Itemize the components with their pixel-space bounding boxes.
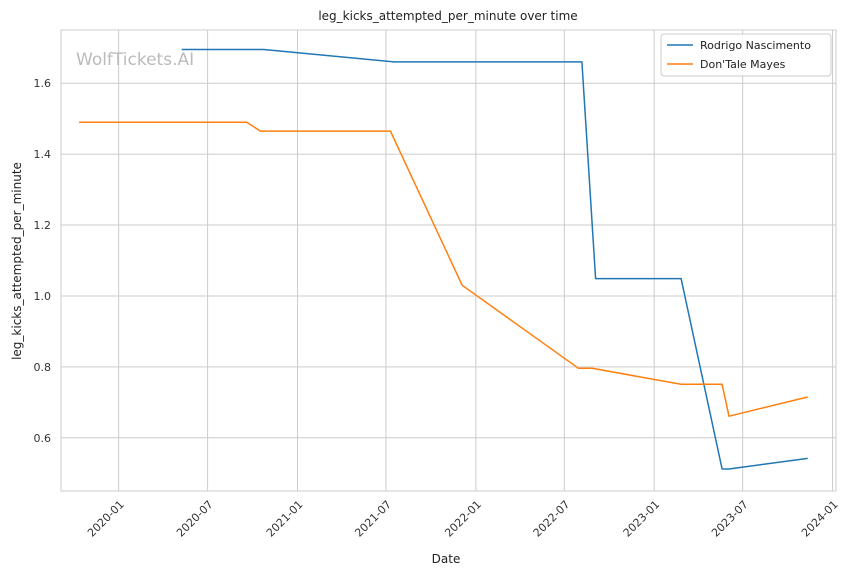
series-line-1 bbox=[79, 121, 808, 417]
grid bbox=[61, 30, 836, 491]
x-tick-label: 2023-07 bbox=[709, 498, 751, 540]
watermark-text: WolfTickets.AI bbox=[76, 50, 194, 70]
series-line-0 bbox=[181, 48, 808, 470]
x-tick-label: 2022-01 bbox=[442, 498, 484, 540]
y-tick-label: 1.2 bbox=[34, 219, 52, 232]
x-axis-label: Date bbox=[432, 552, 461, 566]
y-tick-label: 0.6 bbox=[34, 432, 52, 445]
legend-box bbox=[660, 33, 832, 77]
x-tick-label: 2022-07 bbox=[531, 498, 573, 540]
y-tick-label: 0.8 bbox=[34, 361, 52, 374]
x-tick-labels: 2020-01 2020-07 2021-01 2021-07 2022-01 2022-… bbox=[85, 498, 841, 540]
y-tick-labels: 0.6 0.8 1.0 1.2 1.4 1.6 bbox=[34, 77, 52, 445]
x-tick-label: 2020-07 bbox=[174, 498, 216, 540]
chart-title: leg_kicks_attempted_per_minute over time bbox=[318, 9, 577, 23]
y-axis-label: leg_kicks_attempted_per_minute bbox=[10, 162, 24, 360]
x-tick-label: 2023-01 bbox=[621, 498, 663, 540]
y-tick-label: 1.0 bbox=[34, 290, 52, 303]
legend-label: Rodrigo Nascimento bbox=[700, 39, 811, 52]
x-tick-label: 2021-07 bbox=[352, 498, 394, 540]
y-tick-label: 1.6 bbox=[34, 77, 52, 90]
series-lines bbox=[79, 48, 808, 470]
x-tick-label: 2024-01 bbox=[799, 498, 841, 540]
x-tick-label: 2021-01 bbox=[264, 498, 306, 540]
y-tick-label: 1.4 bbox=[34, 148, 52, 161]
x-tick-label: 2020-01 bbox=[85, 498, 127, 540]
legend-label: Don'Tale Mayes bbox=[700, 58, 786, 71]
plot-area bbox=[60, 29, 837, 492]
legend: Rodrigo Nascimento Don'Tale Mayes bbox=[660, 33, 832, 77]
